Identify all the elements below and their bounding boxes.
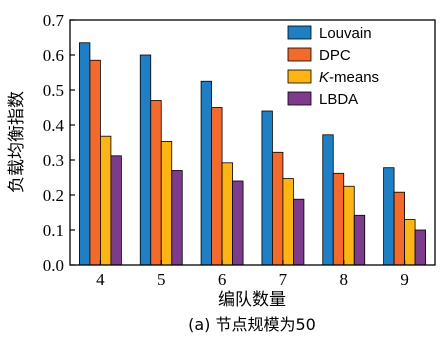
bar-k-means-9	[404, 219, 416, 266]
y-tick-label: 0.6	[43, 46, 64, 65]
y-tick-label: 0.1	[43, 221, 64, 240]
y-tick-label: 0.4	[43, 116, 65, 135]
bar-louvain-9	[383, 167, 395, 266]
y-tick-label: 0.0	[43, 256, 64, 275]
legend-swatch	[287, 69, 312, 84]
bar-lbda-6	[232, 180, 244, 266]
legend-label: K-means	[319, 69, 379, 86]
legend-label: Louvain	[319, 25, 372, 42]
bar-k-means-8	[343, 185, 355, 266]
legend-swatch	[287, 47, 312, 62]
plot-frame	[69, 19, 436, 266]
x-tick-label: 5	[157, 270, 166, 289]
bar-k-means-7	[282, 178, 294, 266]
bar-dpc-9	[393, 191, 405, 266]
x-axis: 4 5 6 7 8 9	[96, 260, 409, 289]
legend-label-italic: K	[319, 69, 330, 86]
x-tick-label: 7	[279, 270, 288, 289]
bars-layer	[79, 42, 426, 266]
bar-dpc-8	[332, 172, 345, 266]
x-tick-label: 9	[400, 270, 409, 289]
bar-dpc-6	[211, 107, 223, 266]
x-tick-label: 6	[218, 270, 227, 289]
bar-louvain-8	[322, 134, 334, 266]
bar-lbda-4	[110, 155, 122, 266]
bar-lbda-8	[353, 214, 366, 266]
y-axis-title: 负载均衡指数	[7, 91, 27, 193]
legend-label: LBDA	[319, 91, 358, 108]
bar-louvain-5	[139, 54, 152, 266]
bar-lbda-5	[171, 170, 183, 266]
bar-louvain-7	[261, 110, 273, 266]
y-tick-label: 0.2	[43, 186, 64, 205]
y-tick-label: 0.7	[43, 11, 65, 30]
bar-lbda-7	[293, 198, 305, 266]
bar-k-means-6	[221, 162, 233, 266]
bar-dpc-5	[150, 100, 162, 266]
x-tick-label: 4	[96, 270, 105, 289]
bar-dpc-4	[89, 59, 101, 266]
bar-dpc-7	[272, 151, 284, 266]
bar-k-means-5	[160, 141, 173, 266]
bar-louvain-4	[79, 42, 91, 266]
y-tick-label: 0.3	[43, 151, 64, 170]
legend: Louvain DPC K-means LBDA	[287, 25, 379, 108]
legend-swatch	[287, 25, 312, 40]
bar-k-means-4	[100, 135, 112, 266]
legend-swatch	[287, 91, 312, 106]
y-axis: 0.0 0.1 0.2 0.3 0.4 0.5 0.6 0.7	[43, 11, 75, 275]
figure-caption: (a) 节点规模为50	[188, 315, 316, 334]
legend-label: DPC	[319, 47, 351, 64]
x-tick-label: 8	[340, 270, 349, 289]
bar-lbda-9	[414, 229, 426, 266]
x-axis-title: 编队数量	[218, 290, 286, 310]
y-tick-label: 0.5	[43, 81, 64, 100]
bar-louvain-6	[200, 80, 212, 266]
legend-label-suffix: -means	[329, 69, 379, 86]
